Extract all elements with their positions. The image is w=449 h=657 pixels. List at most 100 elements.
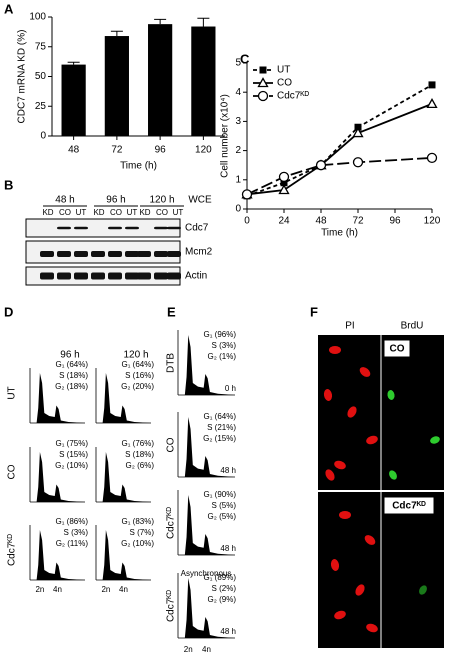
stat: G₂ (9%)	[208, 595, 237, 604]
x-label: 4n	[119, 585, 128, 594]
row-title: Asynchronous	[181, 569, 232, 578]
y-tick-label: 100	[29, 12, 46, 23]
band	[91, 272, 105, 280]
band	[74, 226, 88, 230]
stat: S (3%)	[64, 528, 89, 537]
band	[40, 272, 54, 280]
time-label: 120 h	[149, 195, 174, 206]
stat: G₂ (10%)	[55, 461, 88, 470]
time: 48 h	[220, 544, 236, 553]
brdu-nucleus	[389, 470, 397, 480]
nucleus	[364, 535, 376, 545]
protein-label: Cdc7	[185, 223, 209, 234]
panel-label: F	[310, 304, 318, 319]
point	[352, 127, 364, 138]
band	[74, 251, 88, 257]
nucleus	[323, 389, 333, 401]
histogram	[30, 530, 85, 580]
brdu-nucleus	[387, 390, 395, 400]
lane-label: UT	[127, 208, 138, 217]
band	[108, 251, 122, 257]
histogram	[30, 452, 85, 502]
histogram	[178, 578, 235, 638]
band	[167, 272, 181, 280]
point	[426, 98, 438, 109]
y-axis-label: Cell number (x10⁴)	[220, 94, 231, 178]
y-tick-label: 75	[35, 41, 47, 52]
nucleus	[339, 511, 351, 519]
y-axis-label: CDC7 mRNA KD (%)	[17, 30, 28, 124]
x-tick-label: 120	[424, 216, 441, 227]
band	[154, 272, 168, 280]
nucleus	[334, 610, 346, 620]
channel-label: BrdU	[401, 321, 424, 332]
band	[125, 272, 139, 280]
x-label: 2n	[35, 585, 44, 594]
band	[154, 251, 168, 257]
stat: G₂ (18%)	[55, 382, 88, 391]
band	[40, 251, 54, 257]
y-tick-label: 50	[35, 71, 47, 82]
row-label: DTB	[166, 353, 177, 373]
time-label: 96 h	[106, 195, 125, 206]
x-axis-label: Time (h)	[321, 228, 358, 239]
stat: G₁ (89%)	[204, 573, 237, 582]
column-label: 96 h	[60, 350, 79, 361]
bar	[61, 64, 86, 136]
nucleus	[347, 406, 357, 418]
nucleus	[366, 623, 378, 633]
stat: G₁ (83%)	[122, 517, 155, 526]
protein-label: Actin	[185, 271, 207, 282]
lane-label: UT	[173, 208, 184, 217]
lane-label: KD	[42, 208, 53, 217]
point	[241, 189, 253, 200]
stat: G₁ (86%)	[56, 517, 89, 526]
stat: G₁ (75%)	[56, 439, 89, 448]
x-tick-label: 0	[244, 216, 250, 227]
band	[167, 226, 181, 230]
bar	[148, 24, 173, 136]
bar	[191, 26, 216, 136]
stat: S (7%)	[130, 528, 155, 537]
stat: G₁ (76%)	[122, 439, 155, 448]
panel-label: A	[4, 1, 14, 16]
x-tick-label: 96	[389, 216, 401, 227]
error-bar	[197, 17, 210, 27]
row-label: Cdc7ᴷᴰ	[7, 533, 18, 566]
series-line	[246, 84, 433, 197]
band	[74, 272, 88, 280]
condition-label: CO	[390, 344, 405, 355]
histogram	[96, 373, 151, 423]
histogram	[96, 452, 151, 502]
condition-box	[383, 339, 411, 358]
stat: G₂ (1%)	[208, 352, 237, 361]
nucleus	[325, 469, 335, 481]
lane-label: CO	[59, 208, 71, 217]
nucleus	[334, 460, 346, 470]
band	[91, 251, 105, 257]
panel-label: D	[4, 304, 13, 319]
lane-label: UT	[76, 208, 87, 217]
series-line	[246, 103, 433, 196]
point	[278, 184, 290, 195]
time: 0 h	[225, 384, 236, 393]
stat: G₂ (15%)	[203, 434, 236, 443]
nucleus	[366, 435, 378, 445]
panel-label: C	[240, 51, 250, 66]
brdu-nucleus	[419, 585, 427, 595]
stat: G₂ (10%)	[121, 539, 154, 548]
error-bar	[154, 18, 167, 25]
time: 48 h	[220, 627, 236, 636]
point	[428, 81, 436, 89]
stat: S (3%)	[212, 341, 237, 350]
extract-label: WCE	[188, 195, 212, 206]
row-label: UT	[7, 386, 18, 399]
histogram	[178, 335, 235, 395]
brdu-nucleus	[430, 436, 440, 444]
stat: G₁ (90%)	[204, 490, 237, 499]
stat: S (18%)	[59, 371, 88, 380]
lane-label: KD	[93, 208, 104, 217]
channel-label: PI	[345, 321, 354, 332]
stat: S (18%)	[125, 450, 154, 459]
